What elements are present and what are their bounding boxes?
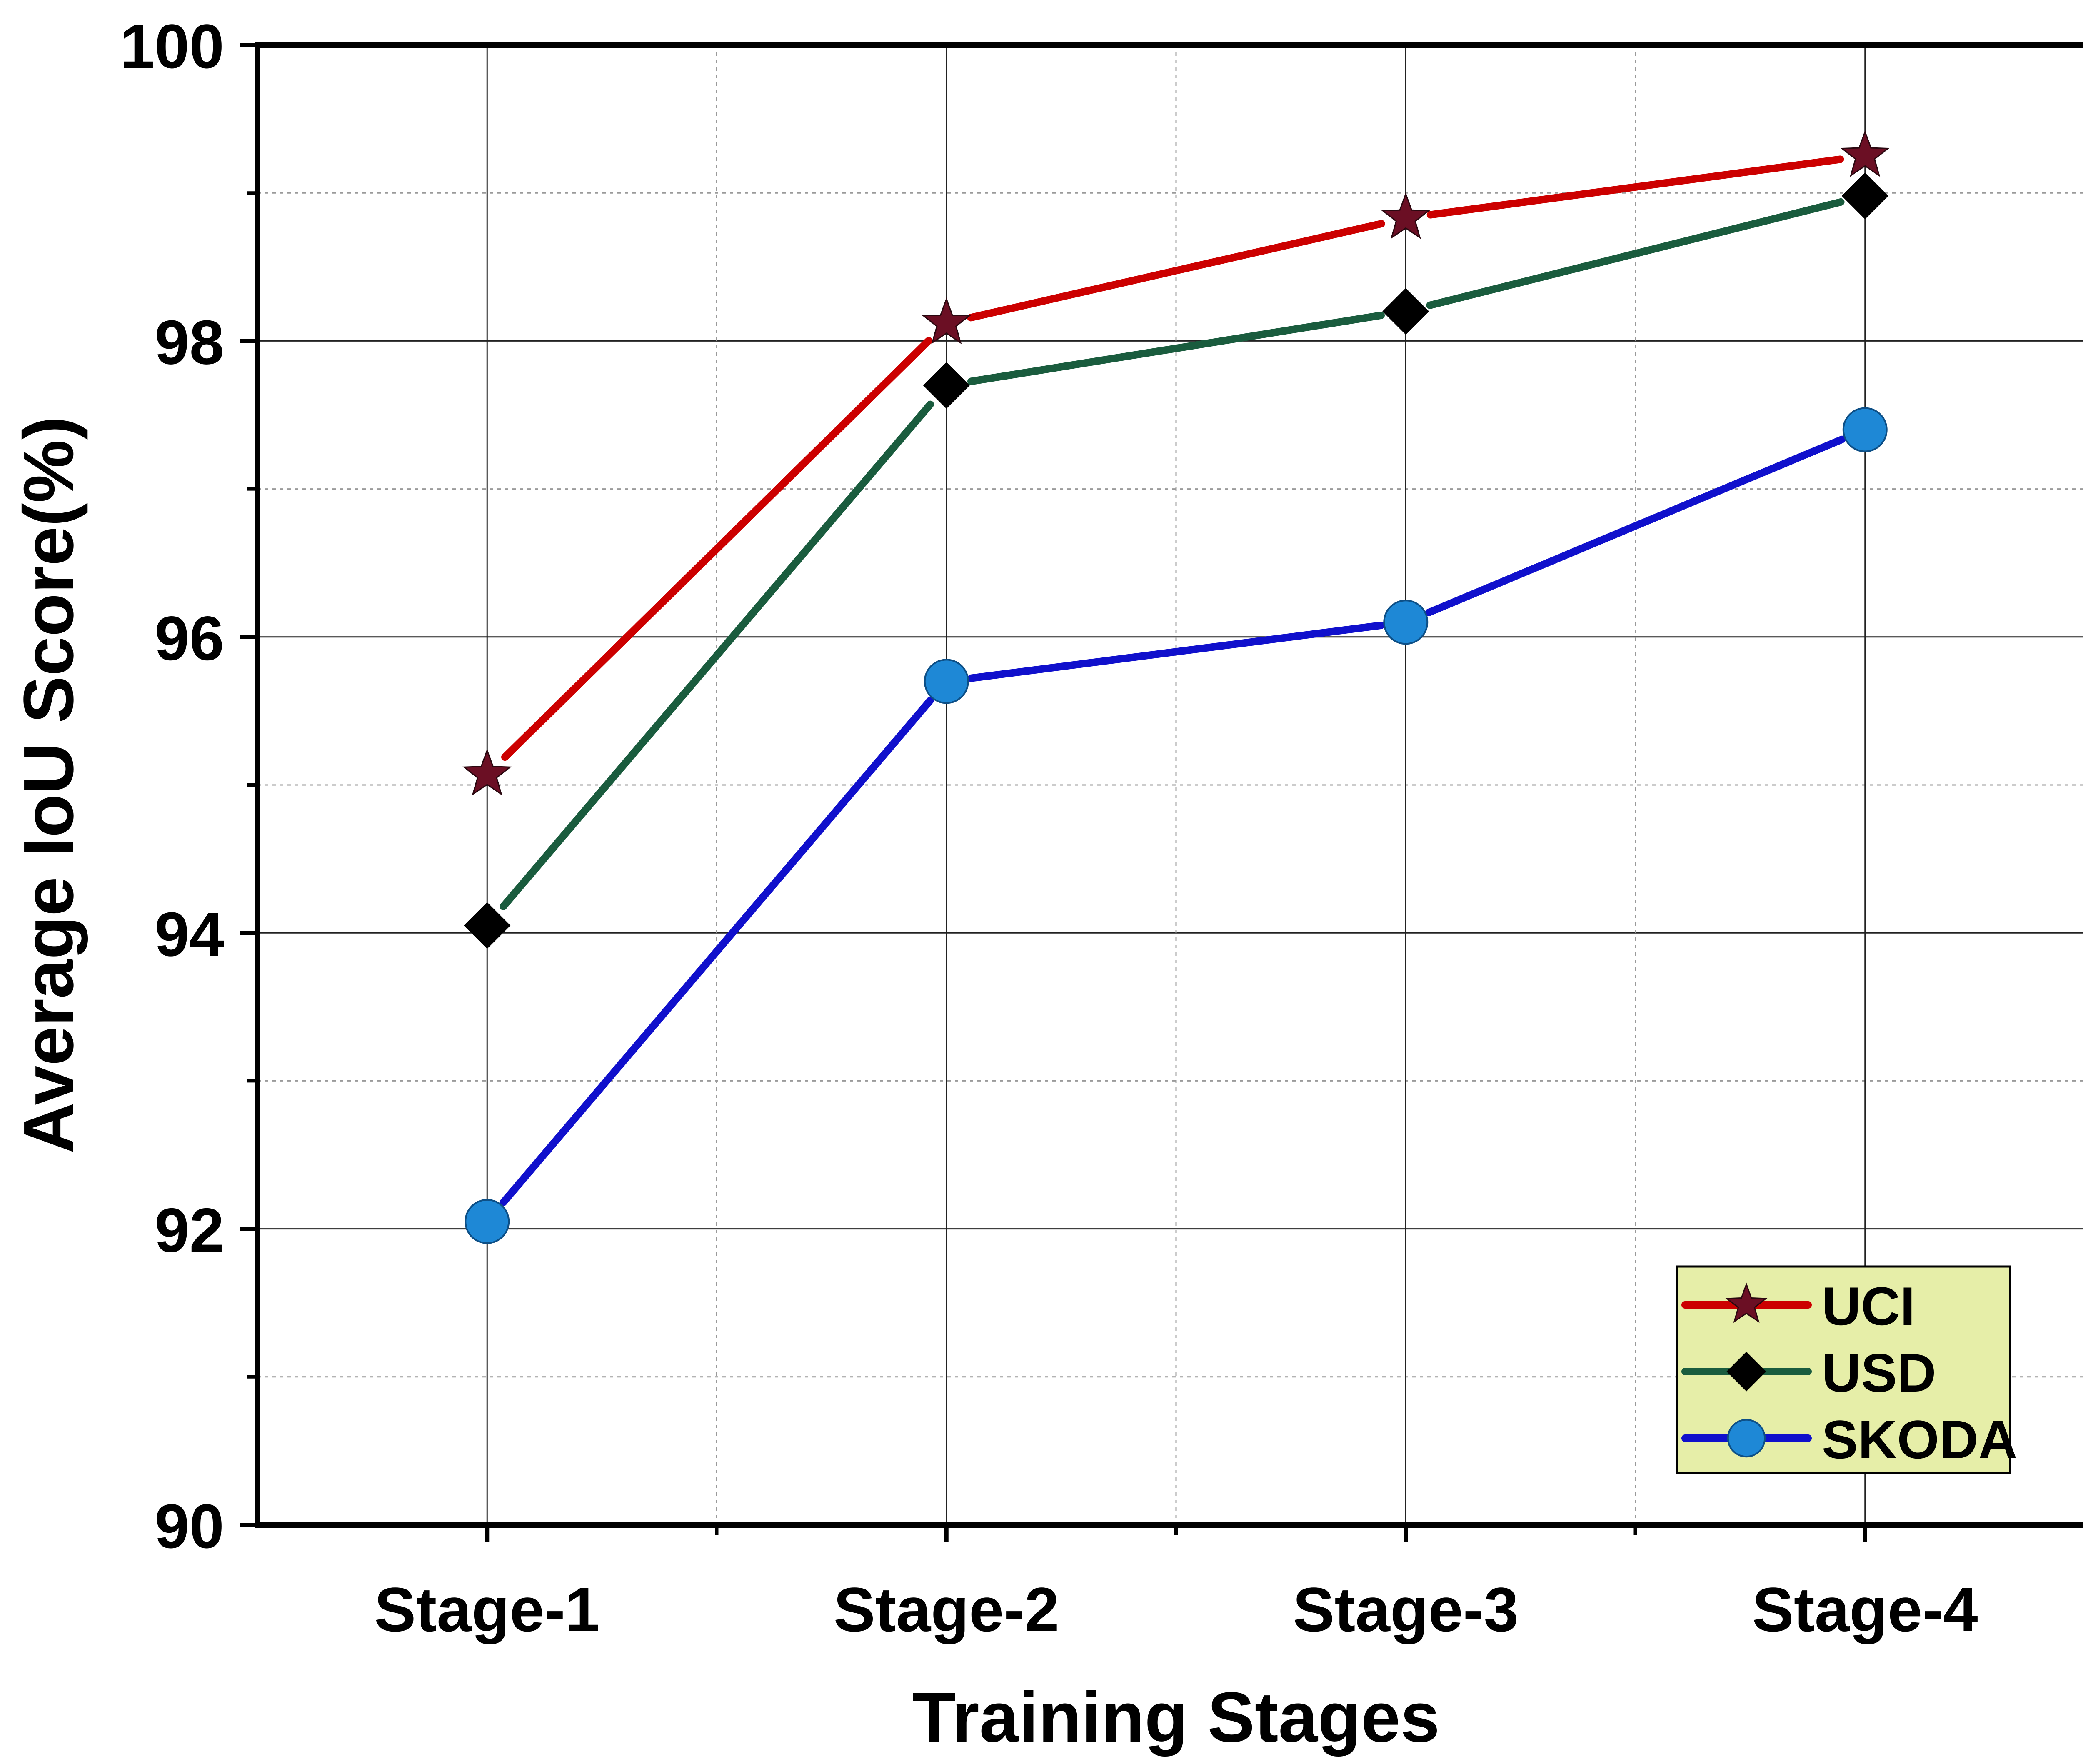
series-line-segment [1426,155,1844,219]
diamond-marker [1726,1352,1766,1392]
circle-marker [465,1199,510,1244]
star-marker [1840,130,1890,177]
star-marker [1725,1282,1768,1323]
circle-marker [1842,407,1888,452]
series-line-segment [500,697,934,1207]
legend-item-usd: USD [1681,1342,1936,1403]
star-marker [1381,192,1431,240]
y-tick-label: 98 [155,307,224,377]
star-marker [922,297,972,345]
circle-marker [1727,1419,1766,1458]
series-line-segment [500,400,934,910]
y-tick-label: 96 [155,603,224,673]
diamond-marker [464,902,511,949]
y-tick-label: 90 [155,1491,224,1561]
series-line-segment [1426,198,1845,309]
star-marker [462,748,512,796]
series-line-segment [501,337,932,761]
series-usd [464,172,1888,949]
x-tick-label: Stage-4 [1752,1574,1978,1644]
series-layer [462,130,1890,1244]
series-line-segment [967,621,1385,682]
axes: 90 92 94 96 98 100 Stage-1 Stage-2 Stage-3 Stage-… [120,11,1978,1644]
circle-marker [1383,600,1429,645]
legend-label: SKODA [1822,1409,2017,1470]
legend-item-uci: UCI [1681,1276,1915,1337]
y-tick-label: 94 [155,899,224,969]
x-axis-title: Training Stages [912,1678,1440,1757]
series-uci [462,130,1890,796]
y-axis-title: Average IoU Score(%) [9,416,88,1154]
legend-label: UCI [1822,1276,1915,1337]
series-skoda [465,407,1888,1244]
series-line-segment [967,311,1385,385]
x-tick-label: Stage-2 [834,1574,1059,1644]
series-line-segment [967,220,1385,322]
y-tick-label: 92 [155,1195,224,1265]
series-line-segment [1425,435,1846,617]
y-tick-label: 100 [120,11,224,81]
x-tick-label: Stage-3 [1293,1574,1519,1644]
diamond-marker [923,362,970,409]
diamond-marker [1841,172,1888,220]
circle-marker [924,659,969,704]
diamond-marker [1382,288,1429,335]
legend-item-skoda: SKODA [1681,1409,2017,1470]
x-tick-label: Stage-1 [374,1574,600,1644]
legend-label: USD [1822,1342,1936,1403]
